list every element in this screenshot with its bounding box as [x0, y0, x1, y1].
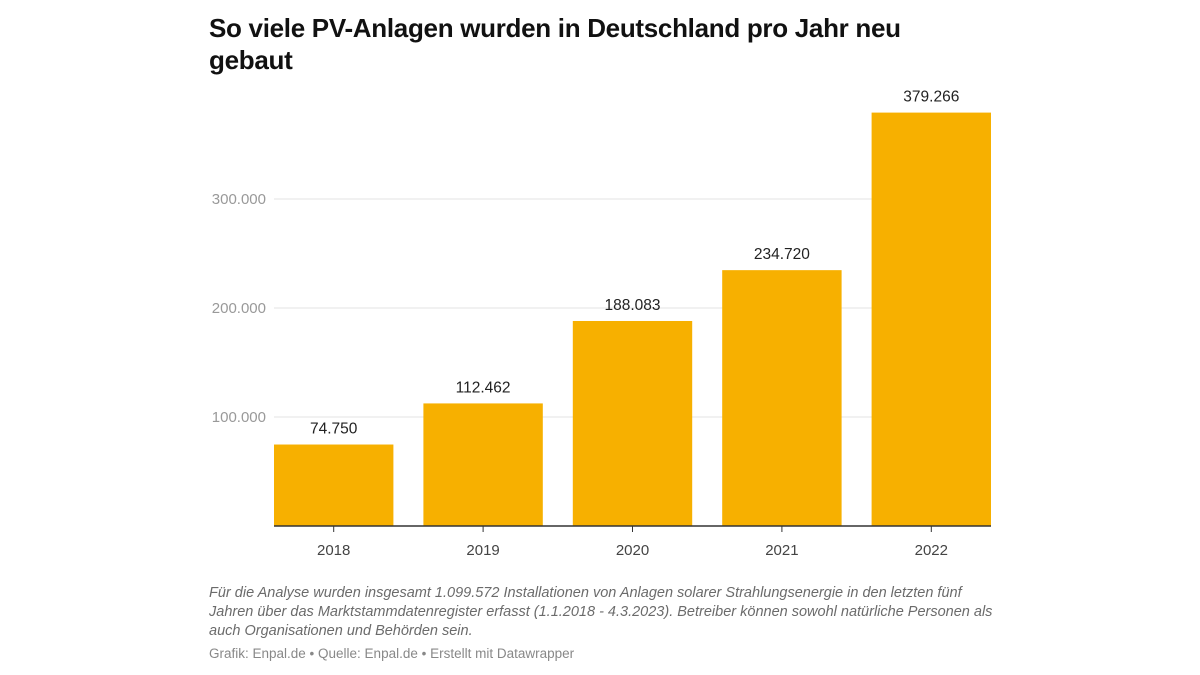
y-tick-label: 300.000: [212, 191, 266, 208]
data-label: 112.462: [456, 379, 511, 396]
bar: [722, 270, 842, 526]
x-tick-label: 2020: [616, 542, 649, 559]
data-label: 379.266: [903, 89, 959, 106]
chart-title: So viele PV-Anlagen wurden in Deutschlan…: [209, 13, 901, 75]
y-tick-label: 100.000: [212, 409, 266, 426]
chart-byline: Grafik: Enpal.de • Quelle: Enpal.de • Er…: [209, 646, 575, 661]
chart-notes: Für die Analyse wurden insgesamt 1.099.5…: [209, 585, 993, 639]
x-tick-label: 2021: [765, 542, 798, 559]
y-tick-label: 200.000: [212, 300, 266, 317]
x-tick-label: 2022: [915, 542, 948, 559]
bar: [274, 444, 394, 526]
data-label: 188.083: [604, 297, 660, 314]
data-label: 74.750: [310, 421, 358, 438]
data-label: 234.720: [754, 246, 810, 263]
bar: [423, 403, 543, 526]
bar: [871, 112, 991, 526]
bar: [572, 320, 693, 526]
x-tick-label: 2018: [317, 542, 350, 559]
x-tick-label: 2019: [466, 542, 499, 559]
